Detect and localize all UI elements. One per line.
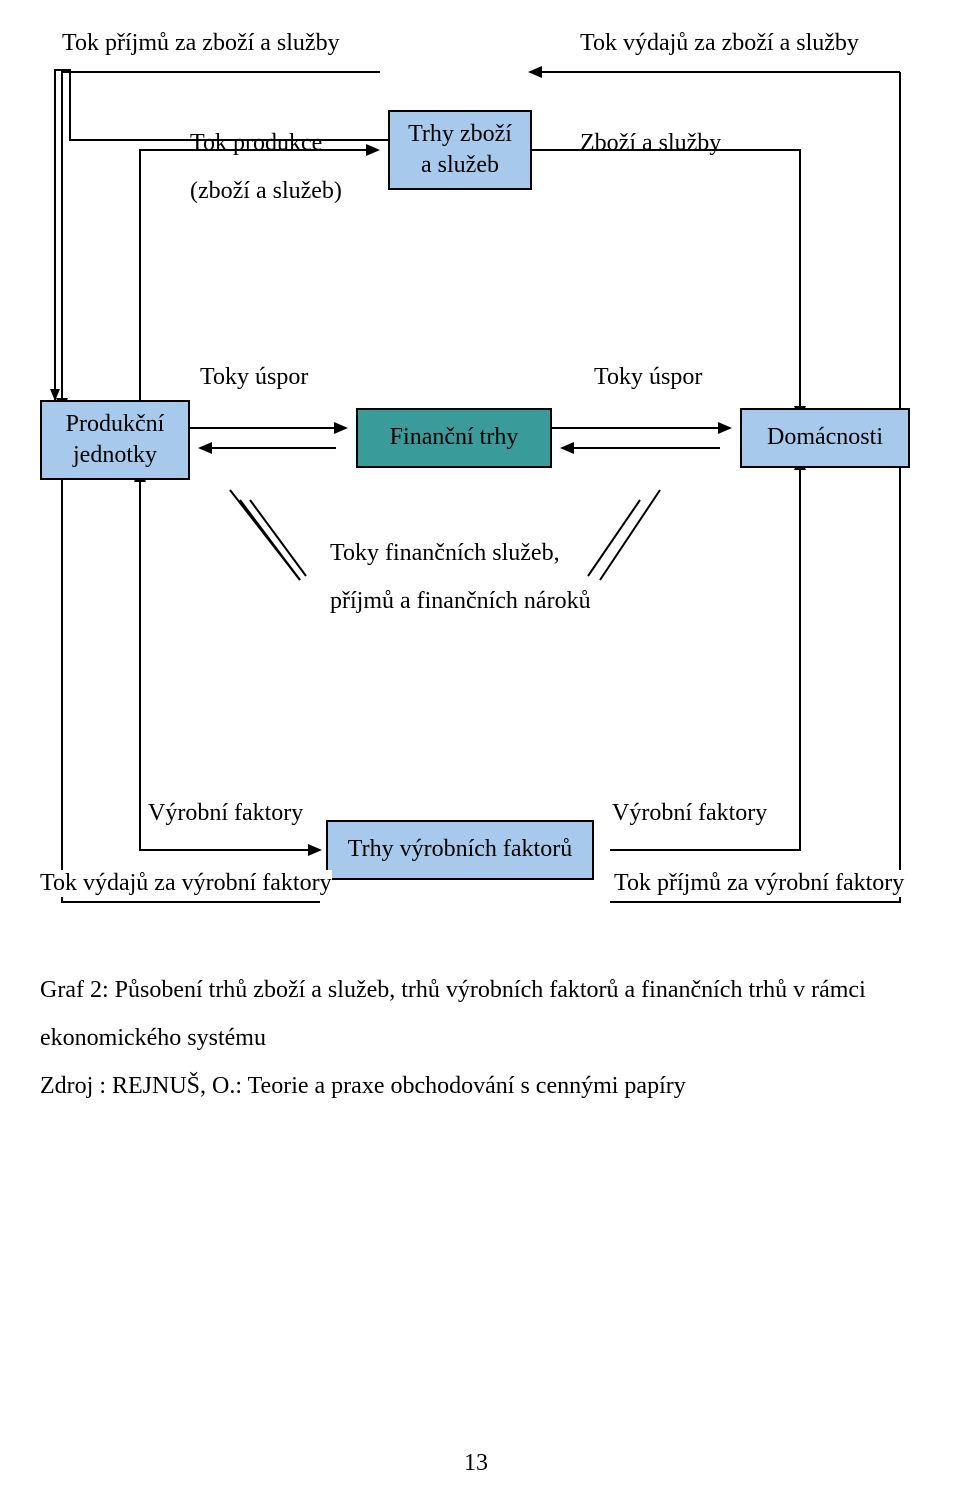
- label-prijmu-naroku: příjmů a finančních nároků: [330, 588, 591, 615]
- label-tok-vydaju-vf: Tok výdajů za výrobní faktory: [40, 870, 332, 897]
- node-trhy-zbozi-l1: Trhy zboží: [408, 119, 512, 150]
- label-top-left: Tok příjmů za zboží a služby: [62, 30, 340, 57]
- diagram-lines: [0, 0, 960, 1502]
- page-number: 13: [464, 1450, 488, 1477]
- node-produkcni: Produkční jednotky: [40, 400, 190, 480]
- label-toky-uspor-l: Toky úspor: [200, 364, 308, 391]
- node-domacnosti-l1: Domácnosti: [767, 422, 883, 453]
- node-produkcni-l2: jednotky: [73, 440, 157, 471]
- label-tok-produkce: Tok produkce: [190, 130, 322, 157]
- node-financni-l1: Finanční trhy: [390, 422, 519, 453]
- node-trhy-zbozi: Trhy zboží a služeb: [388, 110, 532, 190]
- caption-paragraph: Graf 2: Působení trhů zboží a služeb, tr…: [40, 966, 920, 1110]
- label-zbozi-sluzeb: (zboží a služeb): [190, 178, 342, 205]
- caption-line3: Zdroj : REJNUŠ, O.: Teorie a praxe obcho…: [40, 1062, 920, 1110]
- diagram-arrows: [0, 0, 960, 1502]
- node-produkcni-l1: Produkční: [66, 409, 165, 440]
- label-vyrobni-fakt-r: Výrobní faktory: [612, 800, 767, 827]
- node-financni: Finanční trhy: [356, 408, 552, 468]
- label-top-right: Tok výdajů za zboží a služby: [580, 30, 859, 57]
- label-zbozi-sluzby: Zboží a služby: [580, 130, 721, 157]
- node-trhy-zbozi-l2: a služeb: [421, 150, 499, 181]
- label-toky-uspor-r: Toky úspor: [594, 364, 702, 391]
- caption-line2: ekonomického systému: [40, 1014, 920, 1062]
- label-vyrobni-fakt-l: Výrobní faktory: [148, 800, 303, 827]
- label-tok-prijmu-vf: Tok příjmů za výrobní faktory: [614, 870, 904, 897]
- node-domacnosti: Domácnosti: [740, 408, 910, 468]
- node-trhy-vf: Trhy výrobních faktorů: [326, 820, 594, 880]
- node-trhy-vf-l1: Trhy výrobních faktorů: [348, 834, 572, 865]
- label-toky-fin-sluzeb: Toky finančních služeb,: [330, 540, 560, 567]
- caption-line1: Graf 2: Působení trhů zboží a služeb, tr…: [40, 966, 920, 1014]
